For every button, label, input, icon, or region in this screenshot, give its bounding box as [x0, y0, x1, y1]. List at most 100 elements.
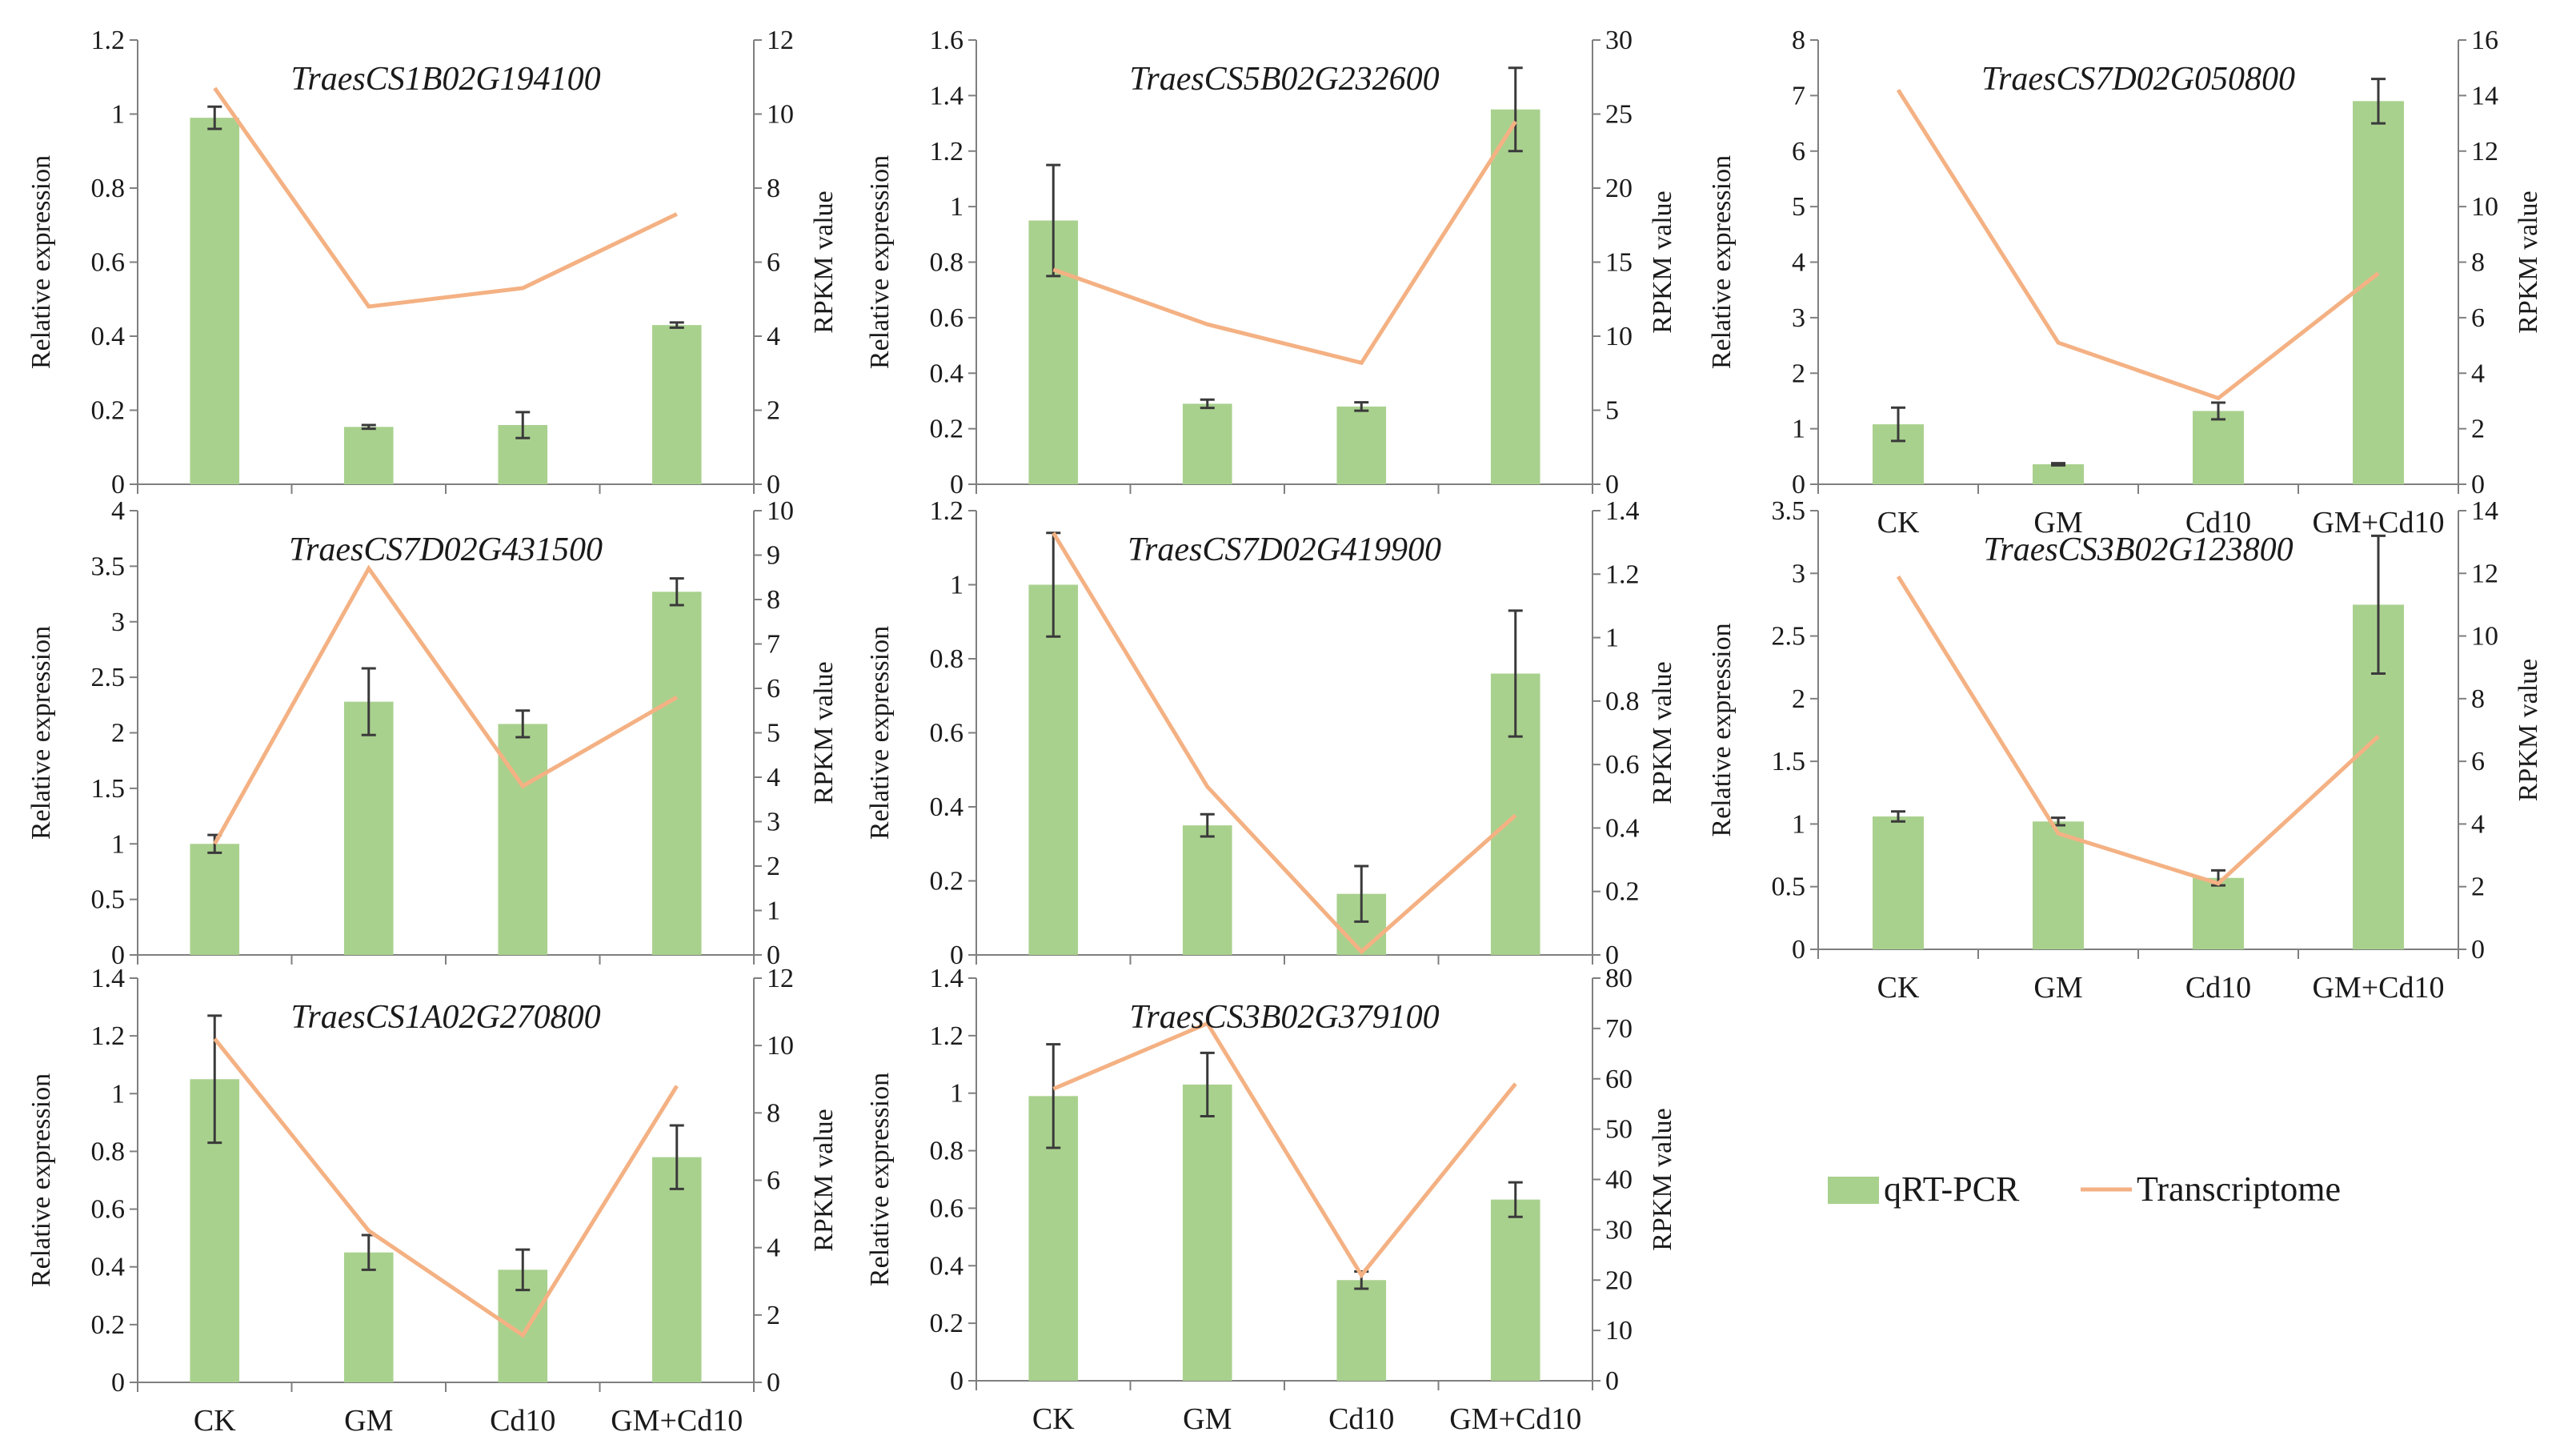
left-tick-label: 1 — [111, 100, 125, 130]
right-axis-label: RPKM value — [1648, 191, 1677, 334]
left-tick-label: 0.8 — [91, 1137, 126, 1166]
panel-title: TraesCS3B02G123800 — [1983, 531, 2293, 568]
left-tick-label: 1.6 — [930, 26, 964, 55]
left-tick-label: 0.6 — [91, 248, 126, 278]
right-tick-label: 6 — [767, 248, 780, 278]
category-label: CK — [1032, 1402, 1075, 1436]
left-tick-label: 1.4 — [930, 964, 964, 993]
bar — [343, 1252, 394, 1382]
series-line — [1896, 89, 2380, 401]
right-tick-label: 5 — [767, 719, 780, 748]
right-tick-label: 3 — [767, 808, 780, 837]
right-tick-label: 4 — [767, 763, 780, 792]
right-tick-label: 20 — [1605, 174, 1633, 203]
right-tick-label: 0 — [767, 1368, 780, 1398]
panel-title: TraesCS7D02G050800 — [1981, 61, 2295, 98]
left-tick-label: 0.2 — [930, 867, 964, 896]
right-tick-label: 0 — [767, 470, 780, 499]
left-axis-label: Relative expression — [865, 1073, 895, 1286]
left-tick-label: 0.6 — [91, 1195, 126, 1225]
right-tick-label: 6 — [767, 1166, 780, 1196]
left-tick-label: 6 — [1792, 137, 1805, 166]
right-tick-label: 10 — [767, 1031, 794, 1061]
left-tick-label: 0.4 — [930, 792, 964, 822]
right-tick-label: 2 — [2471, 872, 2485, 902]
right-axis-label: RPKM value — [1648, 661, 1677, 804]
category-label: CK — [1877, 506, 1920, 539]
right-tick-label: 0.4 — [1605, 813, 1640, 843]
series-line — [1896, 575, 2380, 886]
right-axis-label: RPKM value — [809, 1109, 839, 1252]
category-label: GM — [344, 1404, 393, 1438]
bar — [2353, 101, 2404, 484]
right-tick-label: 12 — [767, 964, 794, 993]
right-tick-label: 2 — [767, 1301, 780, 1330]
bar — [1182, 825, 1232, 955]
right-tick-label: 6 — [767, 674, 780, 704]
right-tick-label: 8 — [2471, 248, 2485, 278]
bar — [2193, 877, 2244, 949]
left-tick-label: 0 — [1792, 470, 1805, 499]
bar — [2033, 821, 2084, 949]
right-tick-label: 15 — [1605, 248, 1633, 278]
right-tick-label: 14 — [2471, 81, 2498, 110]
right-tick-label: 10 — [1605, 1316, 1633, 1346]
panel-title: TraesCS3B02G379100 — [1129, 999, 1439, 1036]
right-tick-label: 1.2 — [1605, 560, 1640, 589]
category-label: GM+Cd10 — [1449, 1402, 1581, 1436]
left-tick-label: 0.4 — [91, 322, 126, 351]
right-tick-label: 10 — [767, 100, 794, 130]
bar — [651, 1157, 702, 1382]
right-axis-label: RPKM value — [2514, 191, 2543, 334]
right-tick-label: 0 — [2471, 935, 2485, 965]
legend: qRT-PCR Transcriptome — [1828, 1169, 2341, 1209]
left-tick-label: 0 — [950, 1366, 963, 1396]
left-tick-label: 4 — [1792, 248, 1805, 278]
chart-panel: 0123456780246810121416TraesCS7D02G050800… — [1707, 26, 2543, 539]
right-tick-label: 30 — [1605, 1215, 1633, 1245]
left-tick-label: 0.6 — [930, 303, 964, 333]
left-tick-label: 0 — [111, 941, 125, 970]
left-tick-label: 1.2 — [930, 1021, 964, 1051]
category-label: GM+Cd10 — [2312, 506, 2444, 539]
right-tick-label: 0 — [1605, 1366, 1619, 1396]
chart-panel: 0 0.2 0.4 0.6 0.8 1 1.2 0 0.2 0.4 0.6 0.8 1 1.2 1.4 Tra… — [865, 496, 1677, 970]
left-tick-label: 3 — [1792, 303, 1805, 333]
right-tick-label: 12 — [767, 26, 794, 55]
left-axis-label: Relative expression — [865, 155, 895, 369]
category-label: GM — [1183, 1402, 1232, 1436]
left-tick-label: 5 — [1792, 192, 1805, 222]
right-axis-label: RPKM value — [2514, 659, 2543, 802]
right-tick-label: 0.8 — [1605, 687, 1640, 716]
left-tick-label: 1.4 — [91, 964, 126, 993]
right-tick-label: 2 — [767, 852, 780, 881]
right-tick-label: 0.6 — [1605, 750, 1640, 780]
left-tick-label: 0.2 — [930, 1309, 964, 1338]
right-tick-label: 60 — [1605, 1065, 1633, 1094]
left-tick-label: 0.2 — [930, 415, 964, 444]
left-axis-label: Relative expression — [26, 1073, 56, 1287]
right-tick-label: 8 — [767, 585, 780, 615]
right-tick-label: 1 — [767, 896, 780, 926]
right-tick-label: 2 — [767, 396, 780, 426]
left-tick-label: 0.8 — [930, 1137, 964, 1166]
left-axis-label: Relative expression — [26, 155, 56, 369]
right-tick-label: 12 — [2471, 137, 2498, 166]
bar — [1028, 584, 1079, 955]
right-tick-label: 30 — [1605, 26, 1633, 55]
bar — [343, 701, 394, 955]
left-tick-label: 1.5 — [1772, 747, 1806, 776]
right-tick-label: 7 — [767, 630, 780, 660]
left-tick-label: 0 — [950, 470, 963, 499]
left-tick-label: 3.5 — [91, 552, 126, 581]
right-tick-label: 1 — [1605, 624, 1619, 653]
series-line — [213, 564, 679, 845]
right-tick-label: 25 — [1605, 100, 1633, 130]
right-axis-label: RPKM value — [809, 661, 839, 804]
left-tick-label: 0.4 — [930, 1251, 964, 1281]
right-tick-label: 8 — [767, 1098, 780, 1128]
bar — [343, 427, 394, 484]
right-tick-label: 20 — [1605, 1265, 1633, 1295]
left-tick-label: 1 — [1792, 809, 1805, 839]
